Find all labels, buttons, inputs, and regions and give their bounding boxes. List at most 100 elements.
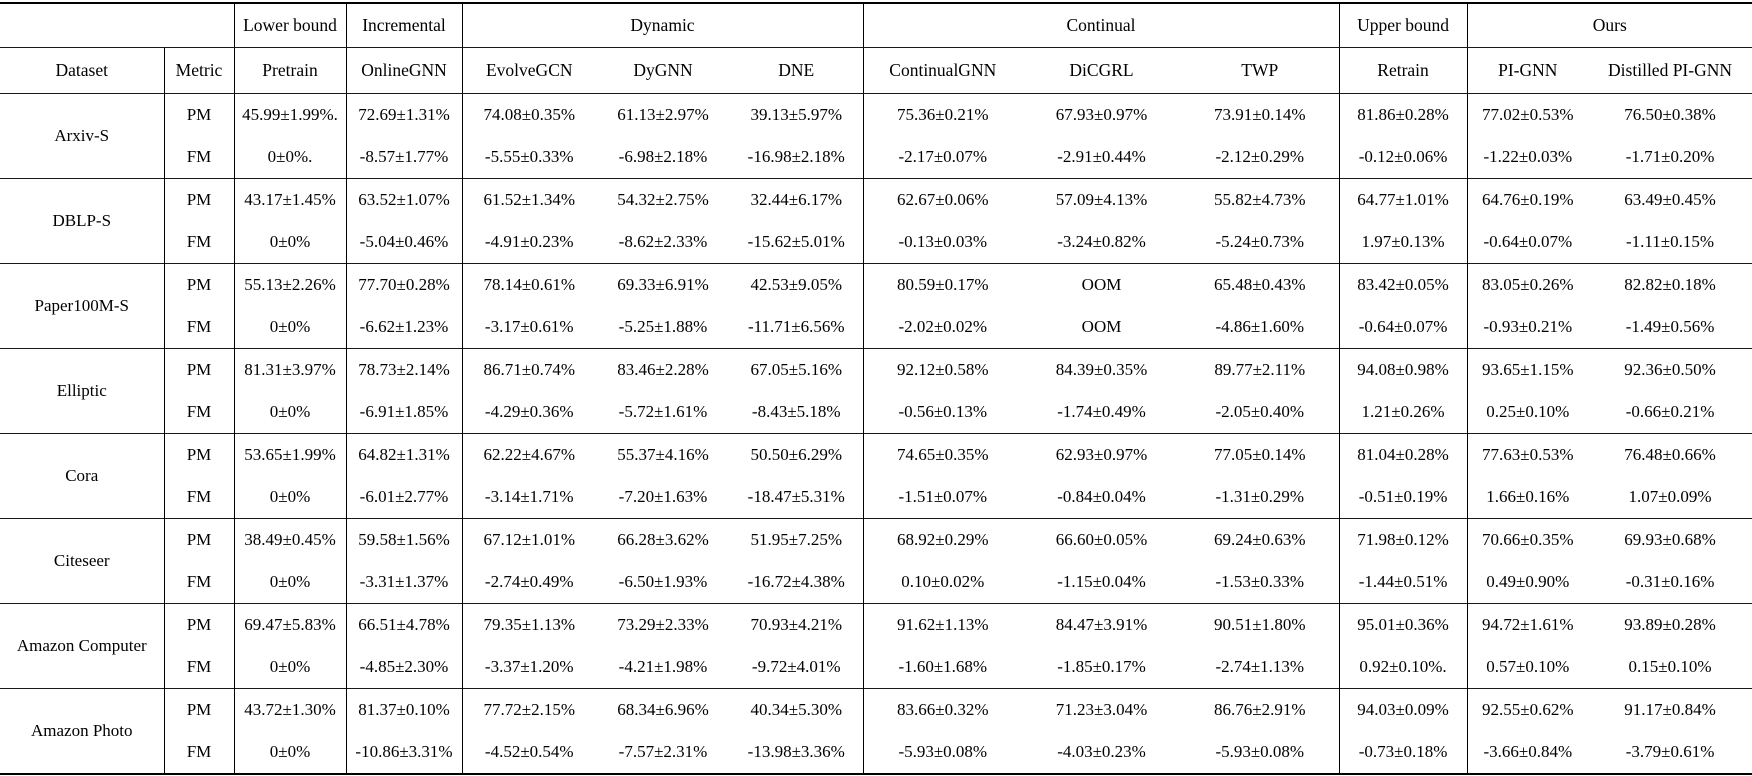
value-cell: 69.93±0.68% [1588,518,1752,561]
value-cell: -0.31±0.16% [1625,572,1715,591]
value-cell: 67.93±0.97% [1055,105,1148,124]
value-cell: 70.93±4.21% [730,603,864,646]
value-cell: 0.15±0.10% [1628,657,1712,676]
group-header-empty [0,3,235,48]
value-cell: 64.82±1.31% [346,433,463,476]
value-cell: -0.51±0.19% [1339,476,1468,519]
value-cell: -1.49±0.56% [1625,317,1715,336]
value-cell: -3.14±1.71% [484,487,574,506]
value-cell: -4.03±0.23% [1057,742,1146,761]
value-cell: -0.13±0.03% [898,232,988,251]
value-cell: 40.34±5.30% [730,688,864,731]
value-cell: 45.99±1.99%. [234,93,347,136]
value-cell: 0.92±0.10%. [1339,646,1468,689]
value-cell: 55.82±4.73% [1181,178,1340,221]
value-cell: 71.98±0.12% [1339,518,1468,561]
value-cell: -5.93±0.08% [898,742,988,761]
value-cell: 74.08±0.35% [483,105,576,124]
value-cell: 1.07±0.09% [1628,487,1712,506]
value-cell: -2.74±1.13% [1181,646,1340,689]
dataset-label: Paper100M-S [0,263,165,349]
metric-label: PM [164,93,235,136]
group-header-ours: Ours [1467,3,1752,48]
group-header-row: Lower bound Incremental Dynamic Continua… [0,3,1752,48]
value-cell: 0.57±0.10% [1486,657,1570,676]
value-cell: 32.44±6.17% [730,178,864,221]
value-cell: -5.04±0.46% [346,221,463,264]
value-cell: 63.52±1.07% [346,178,463,221]
value-cell: -6.50±1.93% [618,572,708,591]
value-cell: 67.05±5.16% [730,348,864,391]
value-cell: 38.49±0.45% [234,518,347,561]
row-arxiv-s-pm: Arxiv-S PM 45.99±1.99%. 72.69±1.31% 74.08±0.… [0,93,1752,179]
value-cell: 94.72±1.61% [1467,603,1589,646]
value-cell: 55.37±4.16% [596,433,730,476]
col-header-dicgrl: DiCGRL [1022,47,1182,94]
value-cell: 61.13±2.97% [617,105,709,124]
row-cora-pm: Cora PM 53.65±1.99% 64.82±1.31% 62.22±4.67% 5… [0,433,1752,519]
value-cell: -2.02±0.02% [898,317,988,336]
value-cell: -0.64±0.07% [1483,232,1573,251]
metric-label: PM [164,688,235,731]
value-cell: -16.72±4.38% [730,561,864,604]
dataset-label: Elliptic [0,348,165,434]
col-header-twp: TWP [1181,47,1340,94]
value-cell: 0±0% [234,306,347,349]
value-cell: 51.95±7.25% [730,518,864,561]
value-cell: -2.12±0.29% [1181,136,1340,179]
metric-label: FM [164,136,235,179]
value-cell: -5.72±1.61% [618,402,708,421]
value-cell: 57.09±4.13% [1022,178,1182,221]
value-cell: -7.20±1.63% [618,487,708,506]
value-cell: -3.31±1.37% [346,561,463,604]
value-cell: 80.59±0.17% [863,263,1023,306]
value-cell: 64.77±1.01% [1339,178,1468,221]
value-cell: 1.97±0.13% [1339,221,1468,264]
value-cell: OOM [1022,263,1182,306]
value-cell: -15.62±5.01% [730,221,864,264]
value-cell: 43.17±1.45% [234,178,347,221]
col-header-continualgnn: ContinualGNN [863,47,1023,94]
dataset-label: Citeseer [0,518,165,604]
value-cell: 81.04±0.28% [1339,433,1468,476]
value-cell: 77.05±0.14% [1181,433,1340,476]
value-cell: 73.29±2.33% [596,603,730,646]
col-header-onlinegnn: OnlineGNN [346,47,463,94]
value-cell: -1.71±0.20% [1625,147,1715,166]
value-cell: -18.47±5.31% [730,476,864,519]
col-header-dne: DNE [730,47,864,94]
value-cell: -5.25±1.88% [618,317,708,336]
row-citeseer-fm: FM 0±0% -3.31±1.37% -2.74±0.49% -6.50±1.93% -… [0,561,1752,604]
value-cell: -0.73±0.18% [1339,731,1468,774]
value-cell: 62.67±0.06% [863,178,1023,221]
value-cell: 70.66±0.35% [1467,518,1589,561]
row-cora-fm: FM 0±0% -6.01±2.77% -3.14±1.71% -7.20±1.63% -… [0,476,1752,519]
dataset-label: Cora [0,433,165,519]
value-cell: -3.66±0.84% [1483,742,1573,761]
row-amazon-computer-pm: Amazon Computer PM 69.47±5.83% 66.51±4.78% 7… [0,603,1752,689]
value-cell: -10.86±3.31% [346,731,463,774]
value-cell: 77.72±2.15% [462,688,596,731]
value-cell: 67.12±1.01% [462,518,596,561]
value-cell: 0.10±0.02% [901,572,985,591]
value-cell: -9.72±4.01% [730,646,864,689]
value-cell: 86.71±0.74% [462,348,596,391]
value-cell: 93.65±1.15% [1467,348,1589,391]
value-cell: -7.57±2.31% [618,742,708,761]
value-cell: 81.86±0.28% [1339,93,1468,136]
metric-label: PM [164,263,235,306]
value-cell: -1.22±0.03% [1483,147,1573,166]
value-cell: -1.44±0.51% [1339,561,1468,604]
value-cell: 77.02±0.53% [1482,105,1574,124]
value-cell: 43.72±1.30% [234,688,347,731]
value-cell: 74.65±0.35% [863,433,1023,476]
dataset-label: Amazon Computer [0,603,165,689]
value-cell: -0.56±0.13% [898,402,988,421]
value-cell: 78.14±0.61% [462,263,596,306]
row-amazon-computer-fm: FM 0±0% -4.85±2.30% -3.37±1.20% -4.21±1.98% -… [0,646,1752,689]
value-cell: 89.77±2.11% [1181,348,1340,391]
dataset-label: DBLP-S [0,178,165,264]
value-cell: 0±0% [234,221,347,264]
value-cell: 0±0% [234,561,347,604]
